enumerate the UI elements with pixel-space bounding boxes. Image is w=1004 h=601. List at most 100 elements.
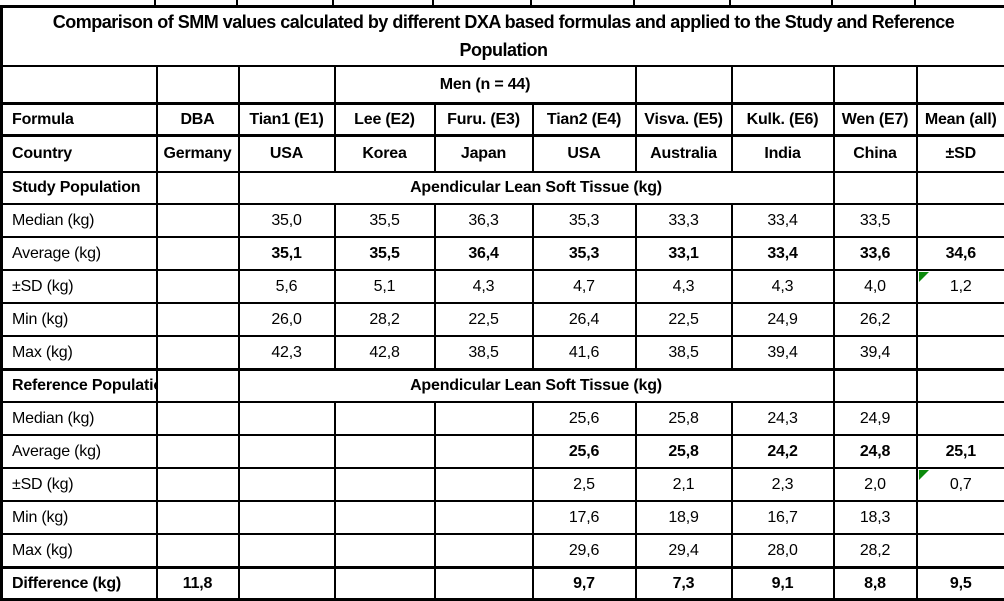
empty-cell[interactable] [636,66,732,104]
value-cell[interactable] [239,402,335,435]
value-cell[interactable]: 35,3 [533,204,636,237]
reference-alst-header[interactable]: Apendicular Lean Soft Tissue (kg) [239,370,834,403]
value-cell[interactable]: 2,5 [533,468,636,501]
country-lee[interactable]: Korea [335,136,435,173]
value-cell[interactable] [157,435,239,468]
value-cell[interactable]: 25,6 [533,402,636,435]
value-cell[interactable] [335,501,435,534]
value-cell[interactable]: 33,5 [834,204,917,237]
value-cell[interactable] [239,435,335,468]
empty-cell[interactable] [2,66,157,104]
value-cell[interactable]: 38,5 [435,336,533,370]
value-cell[interactable]: 4,3 [435,270,533,303]
value-cell[interactable]: 33,4 [732,204,834,237]
value-cell[interactable] [917,303,1004,336]
value-cell[interactable]: 0,7 [917,468,1004,501]
value-cell[interactable]: 36,3 [435,204,533,237]
difference-label[interactable]: Difference (kg) [2,568,157,600]
value-cell[interactable] [335,402,435,435]
value-cell[interactable]: 5,1 [335,270,435,303]
value-cell[interactable]: 35,1 [239,237,335,270]
value-cell[interactable]: 35,3 [533,237,636,270]
value-cell[interactable] [239,568,335,600]
value-cell[interactable] [435,402,533,435]
value-cell[interactable]: 2,3 [732,468,834,501]
value-cell[interactable]: 35,0 [239,204,335,237]
value-cell[interactable]: 39,4 [834,336,917,370]
header-dba[interactable]: DBA [157,104,239,136]
value-cell[interactable]: 29,6 [533,534,636,568]
value-cell[interactable]: 25,8 [636,435,732,468]
value-cell[interactable]: 42,8 [335,336,435,370]
value-cell[interactable] [157,402,239,435]
country-wen[interactable]: China [834,136,917,173]
study-section-label[interactable]: Study Population [2,172,157,204]
value-cell[interactable] [435,501,533,534]
value-cell[interactable]: 24,9 [732,303,834,336]
value-cell[interactable]: 28,0 [732,534,834,568]
country-furu[interactable]: Japan [435,136,533,173]
value-cell[interactable] [335,568,435,600]
row-label[interactable]: ±SD (kg) [2,468,157,501]
value-cell[interactable] [917,336,1004,370]
value-cell[interactable]: 42,3 [239,336,335,370]
value-cell[interactable] [157,204,239,237]
value-cell[interactable]: 29,4 [636,534,732,568]
value-cell[interactable] [435,435,533,468]
value-cell[interactable] [239,534,335,568]
value-cell[interactable]: 7,3 [636,568,732,600]
value-cell[interactable] [435,568,533,600]
value-cell[interactable]: 16,7 [732,501,834,534]
value-cell[interactable]: 24,2 [732,435,834,468]
value-cell[interactable] [157,237,239,270]
value-cell[interactable]: 11,8 [157,568,239,600]
country-tian1[interactable]: USA [239,136,335,173]
value-cell[interactable]: 34,6 [917,237,1004,270]
value-cell[interactable]: 25,6 [533,435,636,468]
value-cell[interactable]: 5,6 [239,270,335,303]
value-cell[interactable]: 28,2 [335,303,435,336]
header-tian1[interactable]: Tian1 (E1) [239,104,335,136]
country-tian2[interactable]: USA [533,136,636,173]
value-cell[interactable]: 26,0 [239,303,335,336]
value-cell[interactable]: 24,9 [834,402,917,435]
value-cell[interactable]: 38,5 [636,336,732,370]
empty-cell[interactable] [732,66,834,104]
value-cell[interactable] [435,534,533,568]
value-cell[interactable]: 4,7 [533,270,636,303]
empty-cell[interactable] [239,66,335,104]
value-cell[interactable] [157,270,239,303]
value-cell[interactable]: 25,1 [917,435,1004,468]
empty-cell[interactable] [834,172,917,204]
row-label[interactable]: Average (kg) [2,237,157,270]
row-label[interactable]: Max (kg) [2,534,157,568]
value-cell[interactable] [157,303,239,336]
header-visva[interactable]: Visva. (E5) [636,104,732,136]
row-label[interactable]: Min (kg) [2,501,157,534]
value-cell[interactable] [917,204,1004,237]
value-cell[interactable] [157,534,239,568]
value-cell[interactable]: 22,5 [636,303,732,336]
value-cell[interactable]: 39,4 [732,336,834,370]
value-cell[interactable]: 4,0 [834,270,917,303]
header-mean[interactable]: Mean (all) [917,104,1004,136]
value-cell[interactable] [335,435,435,468]
country-dba[interactable]: Germany [157,136,239,173]
value-cell[interactable]: 17,6 [533,501,636,534]
value-cell[interactable]: 26,4 [533,303,636,336]
value-cell[interactable]: 1,2 [917,270,1004,303]
value-cell[interactable]: 18,9 [636,501,732,534]
header-furu[interactable]: Furu. (E3) [435,104,533,136]
value-cell[interactable] [239,501,335,534]
value-cell[interactable]: 9,5 [917,568,1004,600]
value-cell[interactable]: 2,1 [636,468,732,501]
empty-cell[interactable] [157,172,239,204]
empty-cell[interactable] [834,370,917,403]
value-cell[interactable]: 4,3 [732,270,834,303]
country-visva[interactable]: Australia [636,136,732,173]
study-alst-header[interactable]: Apendicular Lean Soft Tissue (kg) [239,172,834,204]
value-cell[interactable] [239,468,335,501]
empty-cell[interactable] [157,66,239,104]
empty-cell[interactable] [917,370,1004,403]
value-cell[interactable]: 33,3 [636,204,732,237]
